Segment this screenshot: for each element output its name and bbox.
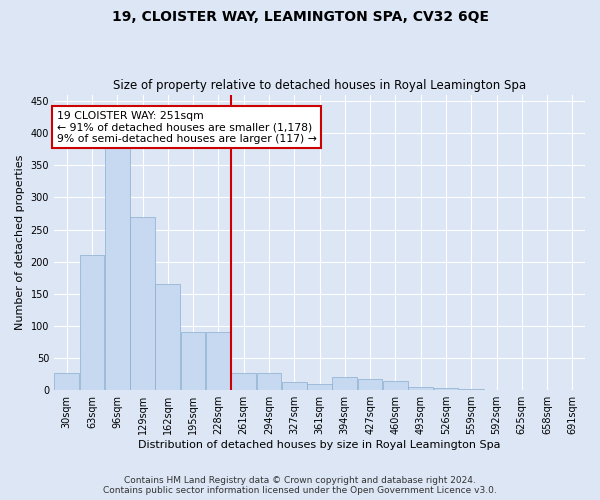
Bar [282, 382, 307, 390]
Bar [231, 373, 256, 390]
Bar [257, 373, 281, 390]
Bar [105, 140, 130, 390]
Bar [459, 389, 484, 390]
Bar [383, 381, 408, 390]
Bar [130, 216, 155, 390]
Bar [206, 332, 231, 390]
Bar [408, 387, 433, 390]
Bar [358, 378, 382, 390]
Bar [181, 332, 205, 390]
Bar [155, 284, 180, 390]
Title: Size of property relative to detached houses in Royal Leamington Spa: Size of property relative to detached ho… [113, 79, 526, 92]
Bar [80, 255, 104, 390]
Bar [332, 378, 357, 390]
Text: 19 CLOISTER WAY: 251sqm
← 91% of detached houses are smaller (1,178)
9% of semi-: 19 CLOISTER WAY: 251sqm ← 91% of detache… [56, 111, 317, 144]
Bar [434, 388, 458, 390]
Text: 19, CLOISTER WAY, LEAMINGTON SPA, CV32 6QE: 19, CLOISTER WAY, LEAMINGTON SPA, CV32 6… [112, 10, 488, 24]
Y-axis label: Number of detached properties: Number of detached properties [15, 154, 25, 330]
Text: Contains HM Land Registry data © Crown copyright and database right 2024.
Contai: Contains HM Land Registry data © Crown c… [103, 476, 497, 495]
X-axis label: Distribution of detached houses by size in Royal Leamington Spa: Distribution of detached houses by size … [138, 440, 501, 450]
Bar [54, 373, 79, 390]
Bar [307, 384, 332, 390]
